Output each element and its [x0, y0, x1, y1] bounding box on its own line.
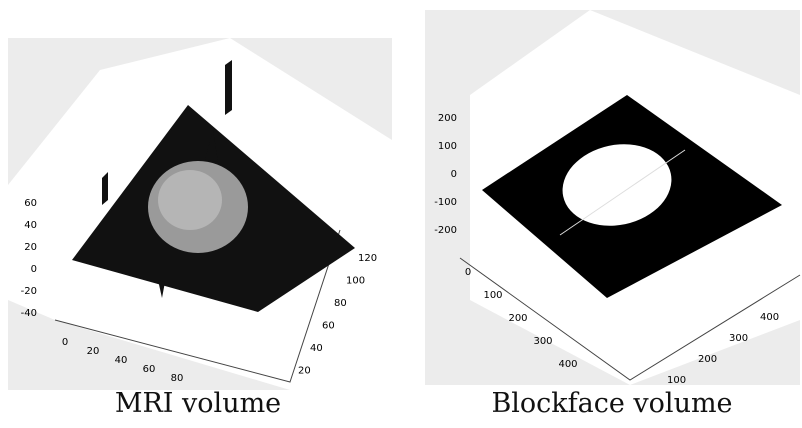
tick-label: 200 — [698, 354, 717, 365]
tick-label: 80 — [334, 298, 347, 309]
tick-label: 40 — [310, 343, 323, 354]
tick-label: 80 — [171, 373, 184, 384]
tick-label: 300 — [533, 336, 552, 347]
caption: Blockface volume — [491, 388, 732, 419]
slice-plane — [225, 60, 232, 115]
tick-label: -100 — [434, 197, 457, 208]
tick-label: 60 — [143, 364, 156, 375]
tick-label: 60 — [322, 321, 335, 332]
caption: MRI volume — [115, 388, 281, 419]
tick-label: 100 — [346, 276, 365, 287]
tick-label: -20 — [21, 286, 37, 297]
tick-label: 300 — [729, 333, 748, 344]
tick-label: 20 — [87, 346, 100, 357]
tick-label: 0 — [31, 264, 37, 275]
tick-label: 100 — [438, 141, 457, 152]
tick-label: 100 — [667, 375, 686, 386]
figure: MRI volume Blockface volume 6040200-20-4… — [0, 0, 802, 428]
tick-label: 200 — [508, 313, 527, 324]
tick-label: 400 — [558, 359, 577, 370]
tick-label: 20 — [298, 366, 311, 377]
tick-label: 120 — [358, 253, 377, 264]
tick-label: 60 — [24, 198, 37, 209]
tick-label: 200 — [438, 113, 457, 124]
tick-label: 40 — [115, 355, 128, 366]
tick-label: 400 — [760, 312, 779, 323]
tick-label: 0 — [451, 169, 457, 180]
tick-label: -40 — [21, 308, 37, 319]
tick-label: 0 — [465, 267, 471, 278]
tick-label: 100 — [483, 290, 502, 301]
mri-slice — [158, 170, 222, 230]
tick-label: 20 — [24, 242, 37, 253]
tick-label: 40 — [24, 220, 37, 231]
tick-label: -200 — [434, 225, 457, 236]
tick-label: 0 — [62, 337, 68, 348]
